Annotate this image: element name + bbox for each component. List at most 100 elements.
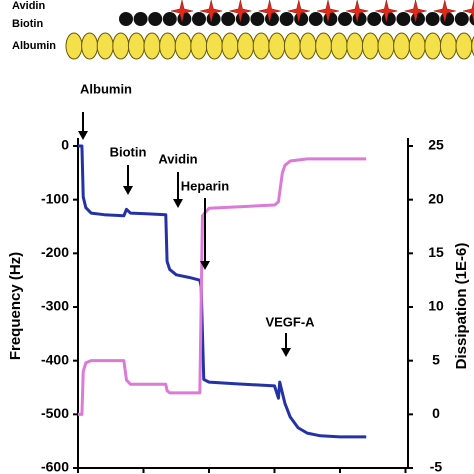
albumin-shape (268, 32, 286, 60)
x-tick-label: 150 (263, 473, 287, 474)
biotin-shape (265, 12, 279, 26)
albumin-shape (96, 32, 114, 60)
biotin-shape (221, 12, 236, 26)
albumin-shape (174, 32, 192, 60)
albumin-shape (190, 32, 208, 60)
biotin-shape (294, 12, 309, 26)
biotin-shape (338, 12, 352, 26)
y-tick-label: -300 (41, 298, 69, 314)
biotin-shape (148, 12, 163, 26)
albumin-shape (424, 32, 442, 60)
biotin-shape (381, 12, 396, 26)
avidin-shape (316, 0, 340, 23)
albumin-shape (205, 32, 223, 60)
avidin-shape (404, 0, 427, 23)
albumin-shape (65, 32, 83, 60)
biotin-shape (250, 12, 265, 26)
biotin-shape (425, 12, 440, 26)
y-tick-label: 0 (61, 137, 69, 153)
albumin-shape (330, 32, 348, 60)
biotin-shape (162, 12, 177, 26)
series-line (78, 144, 367, 439)
annotation: Avidin (158, 151, 197, 166)
avidin-shape (462, 0, 474, 23)
y2-tick-label: 5 (432, 351, 440, 367)
avidin-shape (346, 0, 369, 23)
x-tick-label: 250 (394, 473, 418, 474)
albumin-shape (81, 32, 99, 60)
albumin-shape (377, 32, 395, 60)
y-tick-label: -100 (41, 190, 69, 206)
annotation-arrowhead (78, 131, 88, 140)
biotin-shape (411, 12, 425, 26)
y-tick-label: -400 (41, 351, 69, 367)
albumin-shape (252, 32, 270, 60)
y-tick-label: -500 (41, 405, 69, 421)
annotation: Albumin (80, 81, 132, 96)
avidin-shape (375, 0, 398, 23)
annotation: Biotin (110, 144, 147, 159)
series-line (78, 157, 367, 416)
y2-tick-label: 25 (428, 137, 444, 153)
biotin-shape (235, 12, 250, 26)
albumin-shape (283, 32, 301, 60)
albumin-shape (361, 32, 379, 60)
albumin-shape (143, 32, 161, 60)
albumin-shape (408, 32, 426, 60)
albumin-shape (159, 32, 177, 60)
schematic (65, 0, 474, 60)
avidin-shape (170, 0, 194, 23)
y2-tick-label: 10 (428, 298, 444, 314)
y2-axis-title: Dissipation (1E-6) (453, 243, 470, 370)
albumin-shape (455, 32, 473, 60)
biotin-shape (454, 12, 469, 26)
schematic-label: Albumin (12, 40, 56, 52)
biotin-shape (206, 12, 221, 26)
x-tick-label: 200 (328, 473, 352, 474)
avidin-shape (200, 0, 223, 23)
avidin-shape (258, 0, 281, 23)
x-tick-label: 0 (74, 473, 82, 474)
schematic-label: Avidin (12, 0, 45, 12)
y-axis-title: Frequency (Hz) (7, 252, 24, 360)
biotin-shape (119, 12, 133, 26)
biotin-shape (177, 12, 192, 26)
avidin-shape (433, 0, 456, 23)
albumin-shape (112, 32, 130, 60)
albumin-shape (315, 32, 333, 60)
y2-tick-label: -5 (430, 459, 443, 474)
albumin-shape (299, 32, 317, 60)
annotation-arrowhead (281, 348, 291, 357)
biotin-shape (323, 12, 338, 26)
biotin-shape (352, 12, 367, 26)
albumin-shape (393, 32, 411, 60)
schematic-label: Biotin (12, 18, 43, 30)
biotin-shape (133, 12, 148, 26)
y-tick-label: -600 (41, 459, 69, 474)
annotation-arrowhead (200, 261, 210, 270)
albumin-shape (127, 32, 145, 60)
biotin-shape (396, 12, 411, 26)
annotation: VEGF-A (265, 314, 315, 329)
y-tick-label: -200 (41, 244, 69, 260)
albumin-shape (471, 35, 474, 57)
albumin-shape (237, 32, 255, 60)
annotation: Heparin (181, 178, 229, 193)
biotin-shape (279, 12, 294, 26)
biotin-shape (192, 12, 206, 26)
x-tick-label: 50 (136, 473, 152, 474)
albumin-shape (439, 32, 457, 60)
y2-tick-label: 15 (428, 244, 444, 260)
y2-tick-label: 20 (428, 190, 444, 206)
avidin-shape (229, 0, 252, 23)
biotin-shape (440, 12, 455, 26)
biotin-shape (308, 12, 323, 26)
y2-tick-label: 0 (432, 405, 440, 421)
annotation-arrowhead (173, 199, 183, 208)
albumin-shape (346, 32, 364, 60)
x-tick-label: 100 (197, 473, 221, 474)
albumin-shape (221, 32, 239, 60)
annotation-arrowhead (123, 186, 133, 195)
biotin-shape (367, 12, 382, 26)
